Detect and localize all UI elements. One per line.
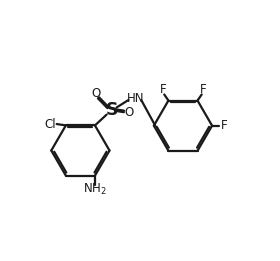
Text: Cl: Cl (44, 117, 55, 130)
Text: F: F (200, 83, 206, 96)
Text: F: F (221, 119, 228, 132)
Text: HN: HN (126, 92, 144, 105)
Text: NH$_2$: NH$_2$ (83, 182, 107, 197)
Text: F: F (160, 83, 167, 96)
Text: S: S (105, 101, 118, 119)
Text: O: O (124, 106, 133, 120)
Text: O: O (91, 87, 100, 100)
